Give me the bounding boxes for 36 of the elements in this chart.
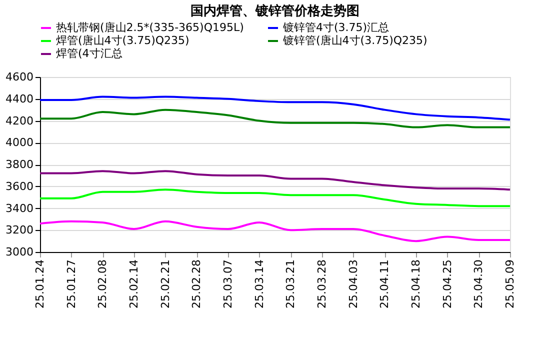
y-tick-label: 4200: [6, 114, 34, 128]
x-tick-label: 25.03.07: [222, 260, 234, 308]
line-series: [39, 96, 511, 121]
x-tick-label: 25.01.27: [64, 260, 78, 308]
x-tick-label: 25.04.03: [346, 260, 360, 308]
legend-label: 焊管(4寸汇总: [56, 47, 122, 60]
chart-title: 国内焊管、镀锌管价格走势图: [190, 3, 360, 19]
line-series: [39, 188, 511, 208]
line-series: [39, 220, 511, 242]
x-tick-label: 25.02.28: [190, 260, 204, 308]
legend-label: 镀锌管4寸(3.75)汇总: [282, 21, 390, 34]
x-tick-label: 25.03.28: [316, 260, 328, 308]
y-tick-label: 3400: [6, 202, 34, 215]
legend-label: 焊管(唐山4寸(3.75)Q235): [56, 34, 190, 47]
x-tick-label: 25.04.18: [410, 260, 422, 308]
y-tick-label: 3600: [6, 180, 34, 193]
x-tick-label: 25.02.14: [128, 260, 140, 308]
y-tick-label: 3000: [6, 246, 34, 258]
x-tick-label: 25.02.08: [96, 260, 110, 308]
y-tick-label: 4000: [6, 136, 34, 150]
x-tick-label: 25.05.09: [504, 260, 516, 308]
line-series: [39, 108, 511, 128]
line-series: [39, 170, 511, 191]
y-tick-label: 3800: [6, 158, 34, 171]
legend-label: 镀锌管(唐山4寸(3.75)Q235): [282, 34, 428, 47]
x-tick-label: 25.02.21: [158, 260, 172, 308]
x-tick-label: 25.03.21: [284, 260, 298, 308]
x-tick-label: 25.01.24: [34, 260, 46, 308]
y-tick-label: 3200: [6, 224, 34, 237]
x-tick-label: 25.04.25: [440, 260, 454, 308]
legend-label: 热轧带钢(唐山2.5*(335-365)Q195L): [56, 21, 244, 34]
x-tick-label: 25.03.14: [252, 260, 266, 308]
y-tick-label: 4600: [6, 70, 34, 84]
x-tick-label: 25.04.30: [472, 260, 486, 308]
x-tick-label: 25.04.11: [378, 260, 392, 308]
y-tick-label: 4400: [6, 92, 34, 106]
